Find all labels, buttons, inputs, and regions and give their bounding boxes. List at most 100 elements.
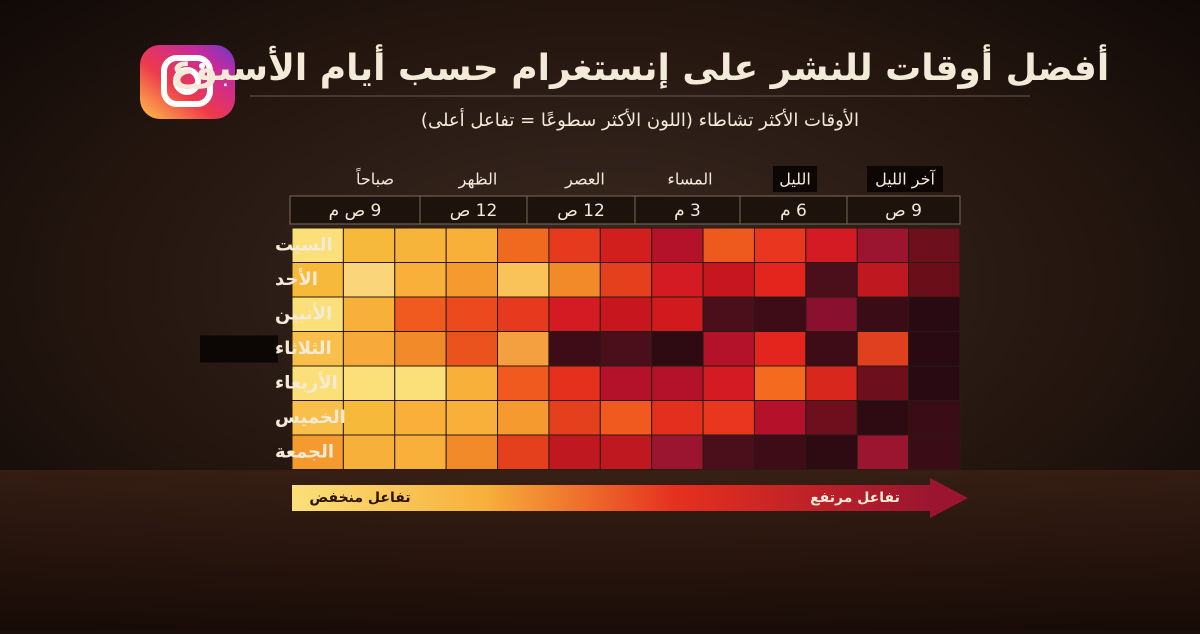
heat-cell — [651, 331, 704, 367]
heat-cell — [856, 296, 910, 332]
heat-cell — [702, 434, 755, 470]
heat-cell — [291, 227, 344, 263]
heat-cell — [651, 400, 704, 436]
heat-cell — [548, 296, 601, 332]
heat-cell — [394, 400, 447, 436]
icon-dot — [199, 63, 205, 69]
heat-cell — [753, 365, 807, 401]
heat-cell — [342, 434, 396, 470]
period-label: صباحاً — [355, 167, 394, 189]
legend-bar — [292, 485, 932, 511]
heat-cell — [445, 331, 499, 367]
heat-cell — [856, 400, 910, 436]
heat-cell — [342, 365, 396, 401]
heat-cell — [856, 434, 910, 470]
heat-cell — [548, 331, 601, 367]
period-highlight — [867, 166, 943, 192]
heat-cell — [599, 365, 653, 401]
time-label: 9 ص — [885, 201, 922, 221]
time-row — [289, 195, 961, 225]
period-highlight — [773, 166, 817, 192]
heat-cell — [856, 227, 910, 263]
heat-cell — [908, 365, 961, 401]
heat-cell — [908, 400, 961, 436]
heat-cell — [291, 400, 344, 436]
heat-cell — [599, 434, 653, 470]
period-label: العصر — [564, 170, 605, 190]
heat-cell — [497, 227, 550, 263]
heat-cell — [342, 227, 396, 263]
heat-cell — [497, 400, 550, 436]
period-label: الليل — [779, 170, 811, 189]
heat-cell — [753, 331, 807, 367]
heat-cell — [445, 227, 499, 263]
heat-cell — [445, 296, 499, 332]
heat-cell — [702, 227, 755, 263]
subtitle: الأوقات الأكثر تشاطاء (اللون الأكثر سطوع… — [421, 108, 859, 131]
heat-cell — [651, 296, 704, 332]
heat-cell — [497, 331, 550, 367]
heat-cell — [548, 262, 601, 298]
day-highlight — [200, 335, 278, 363]
legend-high: تفاعل مرتفع — [810, 490, 900, 506]
time-label: 9 ص م — [329, 201, 382, 221]
heat-cell — [908, 331, 961, 367]
heat-cell — [342, 400, 396, 436]
heat-cell — [342, 331, 396, 367]
time-label: 6 م — [780, 201, 807, 221]
heat-cell — [548, 434, 601, 470]
heat-cell — [342, 296, 396, 332]
heat-cell — [908, 262, 961, 298]
heat-cell — [548, 365, 601, 401]
heat-cell — [753, 434, 807, 470]
heat-cell — [805, 400, 858, 436]
heat-cell — [908, 227, 961, 263]
heat-cell — [753, 296, 807, 332]
heat-cell — [753, 400, 807, 436]
time-label: 3 م — [674, 201, 701, 221]
heat-cell — [394, 365, 447, 401]
time-label: 12 ص — [557, 201, 605, 221]
day-label: الثلاثاء — [275, 338, 332, 359]
heat-cell — [856, 365, 910, 401]
heat-cell — [394, 296, 447, 332]
heat-cell — [651, 434, 704, 470]
heat-cell — [394, 331, 447, 367]
heat-cell — [805, 331, 858, 367]
heat-cell — [753, 227, 807, 263]
heat-cell — [599, 296, 653, 332]
heat-cell — [394, 434, 447, 470]
day-label: السيت — [275, 234, 333, 255]
heat-cell — [445, 434, 499, 470]
heat-cell — [651, 262, 704, 298]
heat-cell — [702, 400, 755, 436]
heat-cell — [497, 262, 550, 298]
heat-cell — [805, 262, 858, 298]
heat-cell — [497, 365, 550, 401]
heat-cell — [548, 400, 601, 436]
day-label: الأنبين — [275, 302, 332, 324]
heat-cell — [753, 262, 807, 298]
time-label: 12 ص — [450, 201, 498, 221]
heat-cell — [445, 400, 499, 436]
heat-cell — [445, 262, 499, 298]
heat-cell — [291, 365, 344, 401]
heat-cell — [908, 434, 961, 470]
heat-cell — [805, 434, 858, 470]
heat-cell — [651, 365, 704, 401]
heat-cell — [599, 331, 653, 367]
heat-cell — [702, 262, 755, 298]
heat-cell — [394, 262, 447, 298]
heat-cell — [805, 227, 858, 263]
heat-cell — [856, 262, 910, 298]
heat-cell — [651, 227, 704, 263]
icon-frame — [161, 55, 213, 107]
title: أفضل أوقات للنشر على إنستغرام حسب أيام ا… — [171, 44, 1109, 89]
heat-cell — [599, 262, 653, 298]
heat-cell — [497, 296, 550, 332]
heat-cell — [445, 365, 499, 401]
day-label: الخميس — [275, 407, 346, 428]
heat-cell — [702, 296, 755, 332]
heat-cell — [548, 227, 601, 263]
